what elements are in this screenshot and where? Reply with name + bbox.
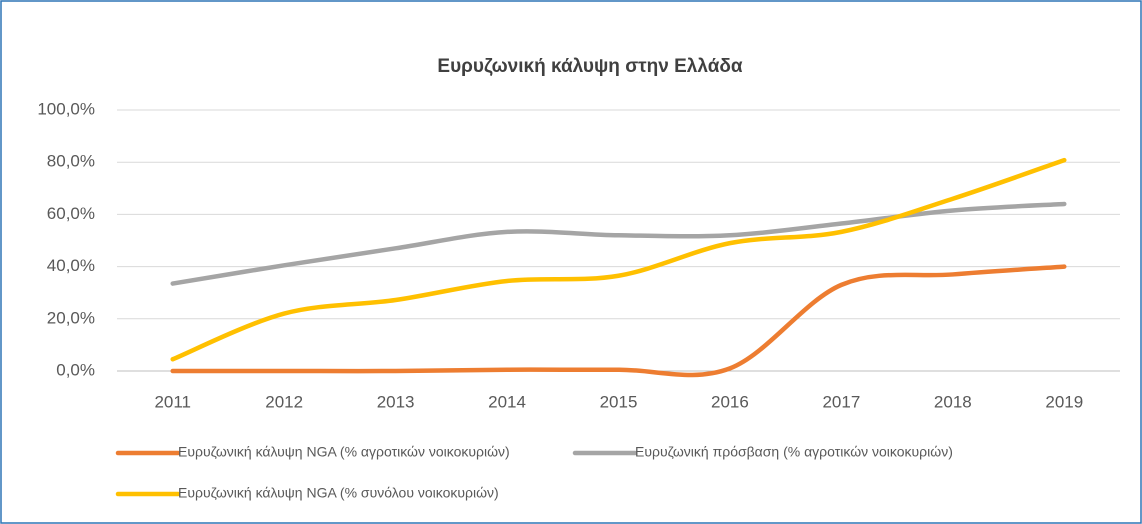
y-tick-label: 100,0%	[37, 99, 95, 118]
x-tick-label: 2018	[934, 392, 972, 411]
legend-label: Ευρυζωνική πρόσβαση (% αγροτικών νοικοκυ…	[635, 444, 953, 460]
x-tick-label: 2019	[1045, 392, 1083, 411]
x-tick-label: 2014	[488, 392, 526, 411]
y-tick-label: 20,0%	[47, 308, 95, 327]
x-tick-label: 2012	[265, 392, 303, 411]
legend-label: Ευρυζωνική κάλυψη NGA (% αγροτικών νοικο…	[178, 444, 510, 460]
x-tick-label: 2011	[154, 392, 191, 411]
x-tick-label: 2015	[600, 392, 638, 411]
y-tick-label: 0,0%	[56, 360, 95, 379]
x-tick-label: 2016	[711, 392, 749, 411]
y-tick-label: 60,0%	[47, 204, 95, 223]
series-line	[170, 201, 1067, 286]
series-line	[170, 157, 1067, 362]
x-tick-label: 2013	[377, 392, 415, 411]
x-tick-label: 2017	[822, 392, 860, 411]
y-tick-label: 80,0%	[47, 152, 95, 171]
series-line	[170, 264, 1067, 378]
chart-title: Ευρυζωνική κάλυψη στην Ελλάδα	[437, 56, 742, 77]
y-tick-label: 40,0%	[47, 256, 95, 275]
legend-label: Ευρυζωνική κάλυψη NGA (% συνόλου νοικοκυ…	[178, 485, 499, 501]
